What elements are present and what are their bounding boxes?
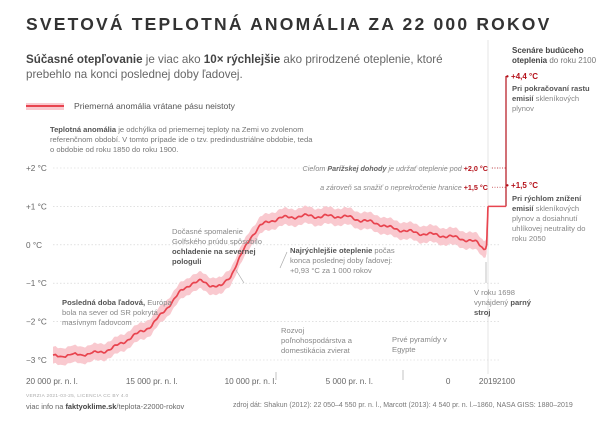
y-tick-label: +2 °C: [26, 164, 47, 173]
legend: Priemerná anomália vrátane pásu neistoty: [26, 100, 235, 112]
uncertainty-band: [53, 198, 488, 366]
legend-label: Priemerná anomália vrátane pásu neistoty: [74, 101, 235, 111]
annotation-gulf-stream: Dočasné spomalenie Golfského prúdu spôso…: [172, 227, 262, 266]
x-tick-labels: 20 000 pr. n. l. 15 000 pr. n. l. 10 000 p…: [26, 377, 516, 386]
y-tick-label: +1 °C: [26, 202, 47, 211]
version-label: VERZIA 2021-03-25, LICENCIA CC BY 4.0: [26, 394, 129, 399]
x-tick-label: 20 000 pr. n. l.: [26, 377, 78, 386]
anomaly-definition: Teplotná anomália je odchýlka od priemer…: [50, 125, 313, 154]
chart-title: SVETOVÁ TEPLOTNÁ ANOMÁLIA ZA 22 000 ROKO…: [26, 14, 552, 34]
annotation-pyramids: Prvé pyramídy v Egypte: [392, 335, 447, 354]
chart-subtitle: Súčasné otepľovanie je viac ako 10× rých…: [26, 53, 443, 81]
y-tick-label: −3 °C: [26, 356, 47, 365]
scenario-low-label: Pri rýchlom znížení emisií skleníkových …: [512, 194, 586, 243]
annotation-steam-engine: V roku 1698 vynájdený parný stroj: [474, 288, 531, 317]
x-tick-label: 2100: [497, 377, 516, 386]
legend-swatch: [26, 102, 64, 110]
annotation-connectors: [235, 251, 487, 380]
scenario-high-label: Pri pokračovaní rastu emisií skleníkovýc…: [512, 84, 590, 113]
paris-goal-1-5: a zároveň sa snažiť o neprekročenie hran…: [320, 183, 488, 192]
x-tick-label: 5 000 pr. n. l.: [326, 377, 373, 386]
x-tick-label: 10 000 pr. n. l.: [225, 377, 277, 386]
scenario-low-value: • +1,5 °C: [506, 181, 539, 190]
scenario-header: Scenáre budúceho oteplenia do roku 2100: [512, 46, 597, 65]
connector-gulf-stream: [235, 269, 245, 284]
data-source: zdroj dát: Shakun (2012): 22 050–4 550 p…: [233, 402, 573, 409]
y-tick-label: 0 °C: [26, 241, 42, 250]
x-tick-label: 15 000 pr. n. l.: [126, 377, 178, 386]
scenario-marks: [488, 76, 507, 208]
paris-goal-2: Cieľom Parížskej dohody je udržať oteple…: [302, 164, 488, 173]
x-tick-label: 2019: [479, 377, 498, 386]
annotation-fastest-warming: Najrýchlejšie oteplenie počas konca posl…: [290, 246, 395, 275]
x-tick-label: 0: [446, 377, 451, 386]
y-tick-label: −2 °C: [26, 318, 47, 327]
annotation-ice-age: Posledná doba ľadová, Európa bola na sev…: [62, 298, 172, 327]
grid-lines: [53, 40, 500, 374]
info-link[interactable]: viac info na faktyoklime.sk/teplota-2200…: [26, 402, 185, 411]
mean-anomaly-line: [52, 206, 489, 359]
y-tick-labels: +2 °C +1 °C 0 °C −1 °C −2 °C −3 °C: [26, 164, 47, 365]
scenario-high-value: • +4,4 °C: [506, 72, 539, 81]
annotation-farming: Rozvoj poľnohospodárstva a domestikácia …: [281, 326, 353, 355]
y-tick-label: −1 °C: [26, 279, 47, 288]
connector-fastest-warming: [279, 251, 288, 269]
